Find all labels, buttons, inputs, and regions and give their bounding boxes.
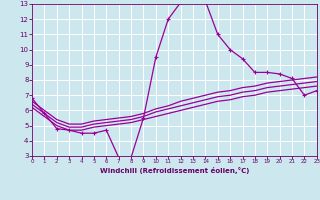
- X-axis label: Windchill (Refroidissement éolien,°C): Windchill (Refroidissement éolien,°C): [100, 167, 249, 174]
